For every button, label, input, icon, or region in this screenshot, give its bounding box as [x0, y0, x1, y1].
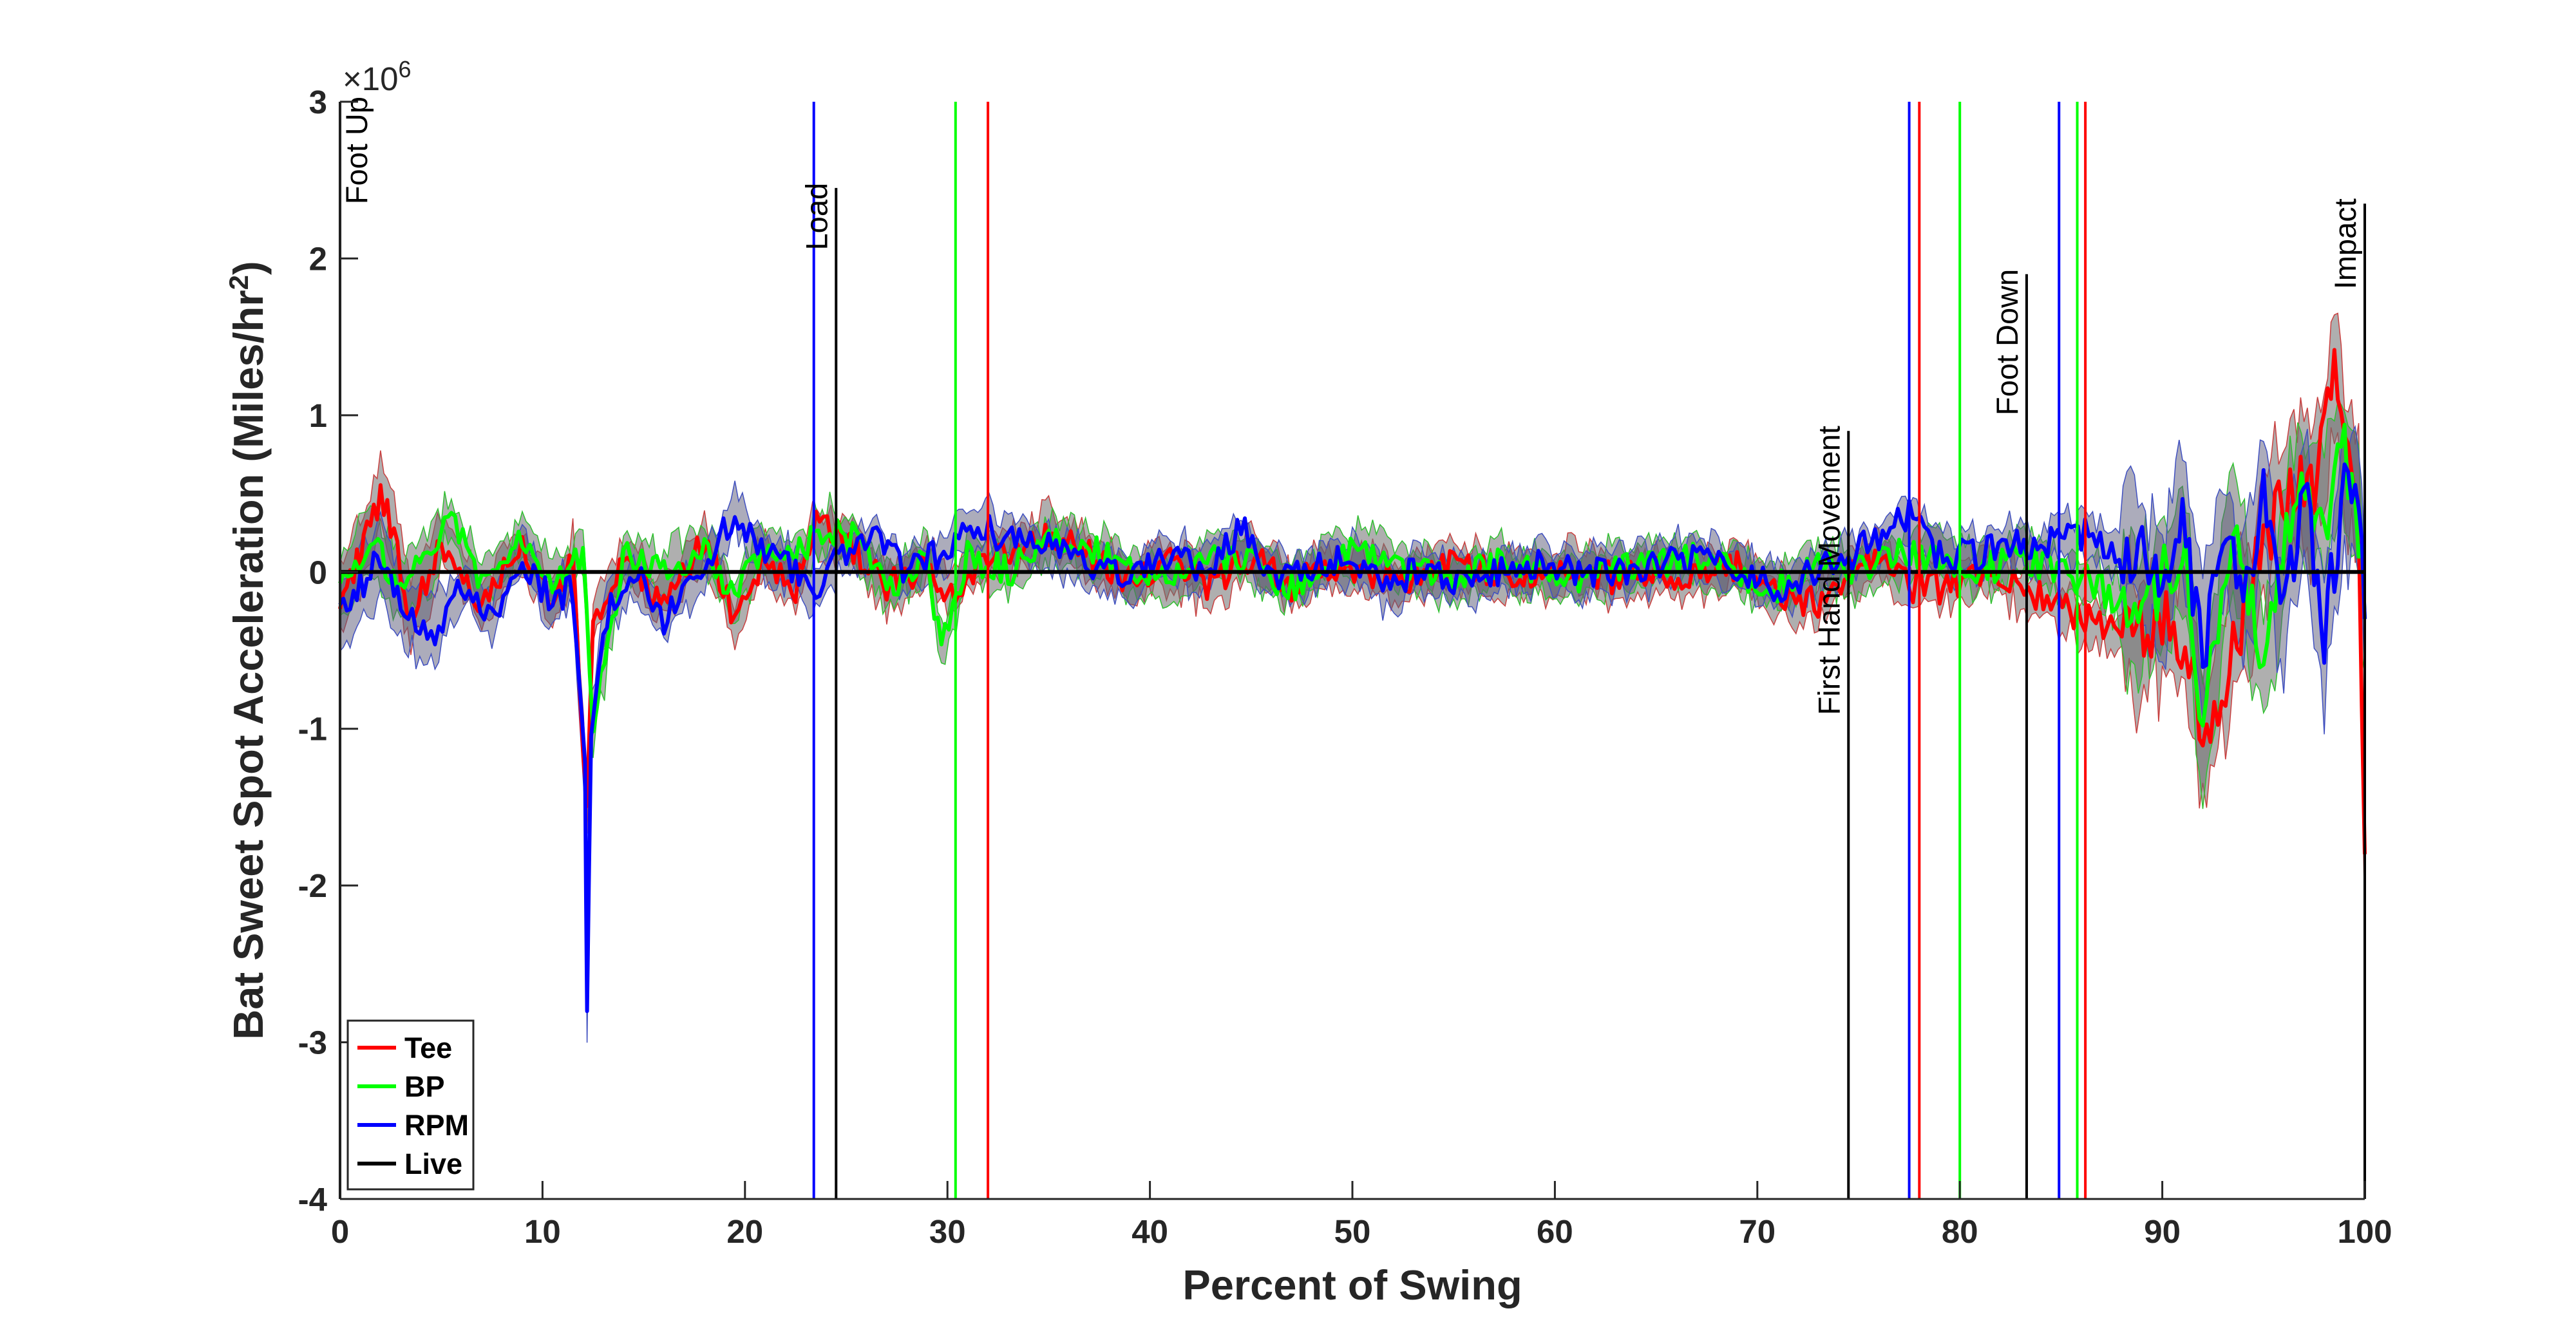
- plot-area: Foot Up Load First Hand Movement Foot Down I…: [338, 97, 2367, 1199]
- y-axis-multiplier-exponent: 6: [399, 56, 412, 82]
- y-tick-label: 3: [309, 84, 327, 120]
- legend-label-tee: Tee: [404, 1032, 452, 1064]
- x-tick-label: 0: [331, 1213, 349, 1250]
- x-tick-label: 50: [1334, 1213, 1371, 1250]
- y-tick-label: -2: [298, 867, 327, 904]
- event-marker-label: Foot Up: [339, 97, 374, 204]
- y-axis-title: Bat Sweet Spot Acceleration (Miles/hr2): [223, 261, 272, 1039]
- x-tick-label: 40: [1132, 1213, 1168, 1250]
- series-line-bp: [338, 422, 2367, 733]
- band-tee: [339, 312, 2365, 921]
- legend-label-live: Live: [404, 1147, 462, 1180]
- x-tick-label: 100: [2337, 1213, 2392, 1250]
- y-tick-label: 1: [309, 397, 327, 434]
- legend-box: [346, 1019, 475, 1191]
- event-marker-label: First Hand Movement: [1812, 426, 1846, 715]
- event-marker-label: Foot Down: [1990, 269, 2024, 415]
- labels: Percent of Swing Bat Sweet Spot Accelera…: [223, 56, 1522, 1309]
- band-rpm: [339, 424, 2365, 1043]
- y-tick-label: -3: [298, 1024, 327, 1061]
- x-tick-label: 90: [2144, 1213, 2181, 1250]
- x-tick-label: 10: [524, 1213, 561, 1250]
- y-tick-label: -4: [298, 1181, 328, 1218]
- legend-label-rpm: RPM: [404, 1109, 469, 1142]
- x-tick-label: 30: [929, 1213, 966, 1250]
- y-tick-label: -1: [298, 711, 327, 748]
- y-axis-title-main: Bat Sweet Spot Acceleration (Miles/hr: [225, 290, 272, 1039]
- legend: Tee BP RPM Live: [346, 1019, 475, 1191]
- y-tick-label: 2: [309, 240, 327, 277]
- y-axis-multiplier: ×106: [343, 56, 412, 98]
- x-axis-title: Percent of Swing: [1182, 1261, 1522, 1308]
- x-tick-label: 70: [1739, 1213, 1776, 1250]
- x-tick-label: 20: [726, 1213, 763, 1250]
- x-tick-label: 80: [1942, 1213, 1978, 1250]
- series-line-rpm: [338, 462, 2367, 1014]
- legend-label-bp: BP: [404, 1070, 445, 1103]
- y-axis-multiplier-base: ×10: [343, 61, 399, 97]
- y-tick-label: 0: [309, 554, 327, 590]
- event-marker-label: Impact: [2328, 198, 2362, 289]
- x-tick-label: 60: [1537, 1213, 1573, 1250]
- event-marker-label: Load: [799, 183, 833, 250]
- y-axis-title-superscript: 2: [223, 275, 254, 290]
- y-axis-title-close: ): [225, 261, 272, 275]
